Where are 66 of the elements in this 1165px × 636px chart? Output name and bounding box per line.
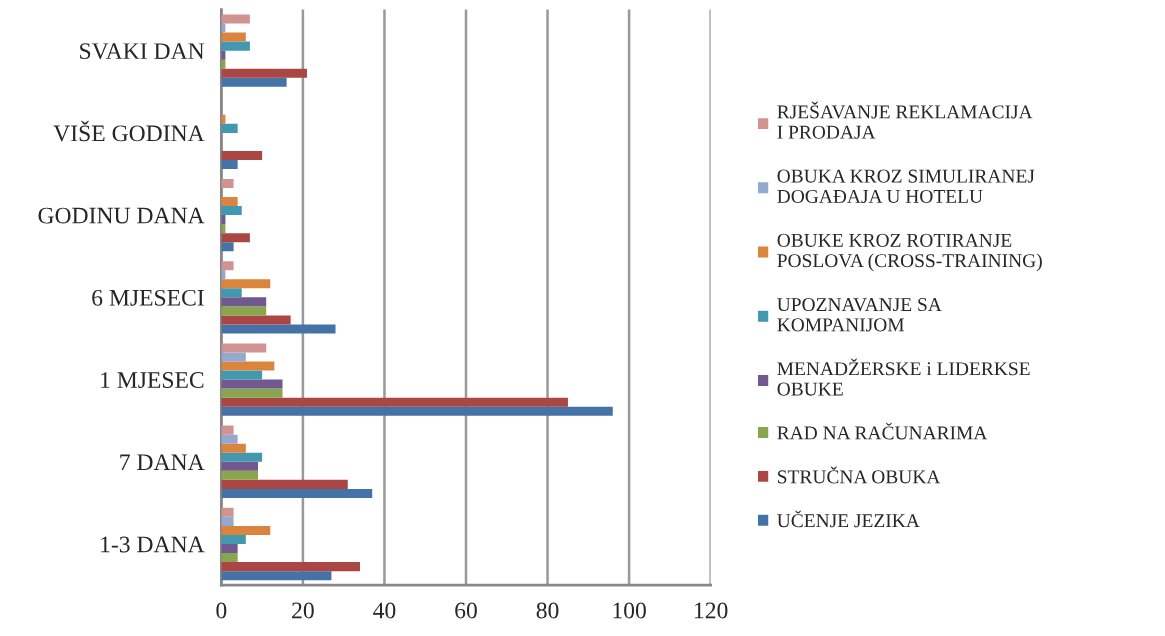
x-tick-label: 120 [695, 602, 728, 619]
bar [221, 197, 238, 207]
bar [221, 525, 271, 535]
bar [221, 261, 234, 271]
bar [221, 461, 259, 471]
bar [221, 324, 336, 334]
bar [221, 306, 267, 316]
y-tick-label: 7 DANA [120, 454, 205, 471]
bar [221, 206, 242, 216]
bar [221, 425, 234, 435]
bar [221, 315, 291, 325]
bar [221, 488, 373, 498]
bar [221, 379, 283, 389]
bar [221, 361, 275, 371]
y-tick-label: VIŠE GODINA [53, 120, 205, 142]
legend-label: RAD NA RAČUNARIMA [777, 422, 988, 440]
legend-label: MENADŽERSKE i LIDERKSE OBUKE [777, 358, 1030, 396]
x-tick-label: 60 [455, 602, 477, 619]
bar [221, 452, 263, 462]
bar [221, 534, 246, 545]
bar [221, 470, 259, 480]
y-tick-label: 1 MJESEC [101, 372, 204, 388]
y-tick-label: SVAKI DAN [80, 43, 205, 60]
y-tick-label: 1-3 DANA [101, 536, 205, 553]
bar [221, 150, 263, 161]
bar [221, 14, 250, 24]
x-tick-label: 0 [216, 602, 227, 619]
bar [221, 370, 263, 380]
y-tick-label: 6 MJESECI [92, 289, 204, 306]
bar [221, 406, 613, 416]
bar [221, 434, 238, 444]
bar [221, 160, 238, 170]
bar [221, 352, 246, 362]
bar [221, 397, 568, 407]
bar [221, 388, 283, 398]
y-tick-label: GODINU DANA [38, 207, 205, 224]
bar [221, 32, 246, 42]
bar [221, 123, 238, 133]
bar [221, 77, 287, 87]
bar [221, 571, 332, 581]
bar [221, 443, 246, 453]
bar [221, 507, 234, 517]
x-tick-label: 20 [292, 602, 314, 619]
bar [221, 68, 307, 78]
bar [221, 562, 360, 572]
bar [221, 343, 267, 353]
x-tick-label: 80 [536, 602, 559, 619]
legend-label: UČENJE JEZIKA [777, 510, 920, 528]
x-tick-label: 100 [613, 602, 646, 619]
bar [221, 279, 271, 289]
bar [221, 242, 234, 252]
bar [221, 297, 267, 307]
legend-label: RJEŠAVANJE REKLAMACIJA I PRODAJA [777, 101, 1033, 139]
bar [221, 41, 250, 51]
bar [221, 479, 348, 489]
legend-label: OBUKE KROZ ROTIRANJE POSLOVA (CROSS-TRAINING) [777, 233, 1042, 272]
bar [221, 544, 238, 554]
bar [221, 553, 238, 563]
bar [221, 516, 234, 526]
legend-label: OBUKA KROZ SIMULIRANEJ DOGAĐAJA U HOTELU [777, 169, 1035, 203]
bar [221, 288, 242, 298]
bar [221, 233, 250, 243]
x-tick-label: 40 [373, 602, 396, 619]
legend-label: UPOZNAVANJE SA KOMPANIJOM [777, 298, 942, 332]
legend-label: STRUČNA OBUKA [778, 466, 941, 484]
bar [221, 178, 234, 188]
